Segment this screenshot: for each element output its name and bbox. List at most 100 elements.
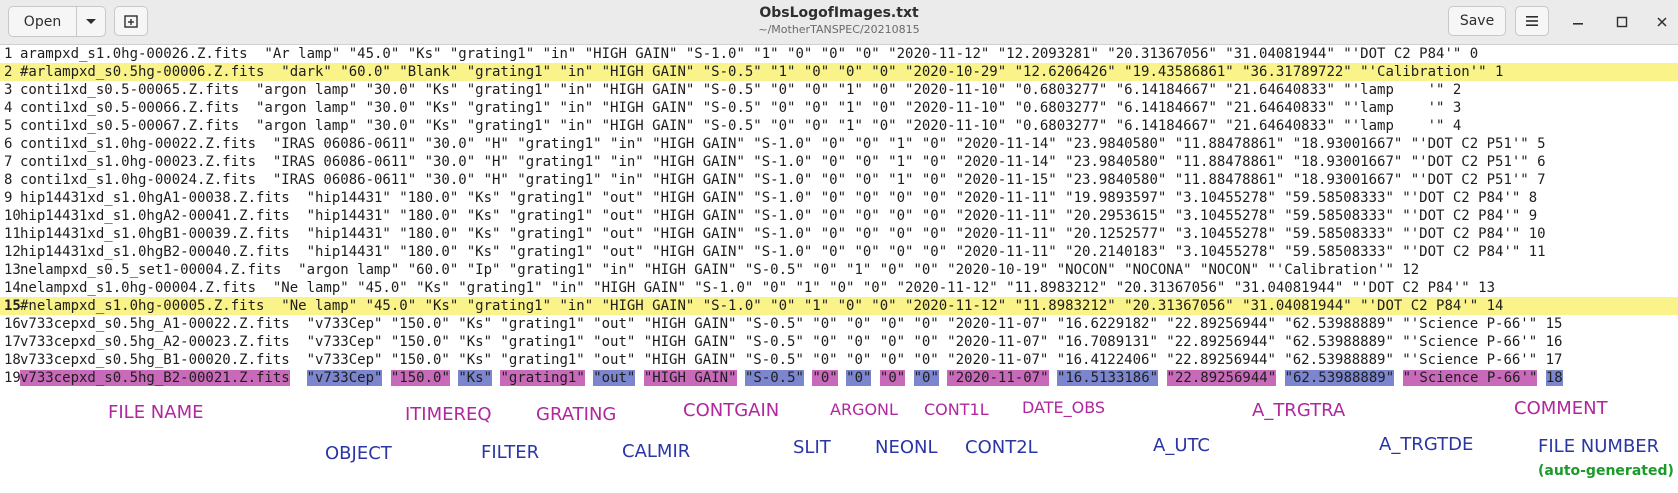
text-line[interactable]: 3 conti1xd_s0.5-00065.Z.fits "argon lamp"… (0, 81, 1678, 99)
field-separator[interactable] (1276, 370, 1284, 386)
text-line[interactable]: 6 conti1xd_s1.0hg-00022.Z.fits "IRAS 0608… (0, 135, 1678, 153)
field-separator[interactable] (871, 370, 879, 386)
text-line[interactable]: 17v733cepxd_s0.5hg_A2-00023.Z.fits "v733… (0, 333, 1678, 351)
text-line-colored-fields[interactable]: 19v733cepxd_s0.5hg_B2-00021.Z.fits "v733… (0, 369, 1678, 387)
label-a-trgtra: A_TRGTRA (1252, 400, 1346, 421)
field-highlight[interactable]: "0" (846, 370, 872, 386)
maximize-button[interactable] (1610, 10, 1634, 34)
field-highlight[interactable]: v733cepxd_s0.5hg_B2-00021.Z.fits (20, 370, 290, 386)
line-text[interactable]: #arlampxd_s0.5hg-00006.Z.fits "dark" "60… (20, 64, 1504, 80)
close-button[interactable] (1650, 10, 1674, 34)
field-separator[interactable] (382, 370, 390, 386)
line-number: 19 (4, 370, 21, 386)
field-separator[interactable] (1537, 370, 1545, 386)
text-line[interactable]: 10hip14431xd_s1.0hgA2-00041.Z.fits "hip1… (0, 207, 1678, 225)
text-line[interactable]: 9 hip14431xd_s1.0hgA1-00038.Z.fits "hip14… (0, 189, 1678, 207)
line-number: 13 (4, 262, 21, 278)
field-highlight[interactable]: "S-0.5" (744, 370, 804, 386)
field-separator[interactable] (290, 370, 307, 386)
text-line-highlighted-current[interactable]: 15#nelampxd_s1.0hg-00005.Z.fits "Ne lamp… (0, 297, 1678, 315)
line-number: 4 (4, 100, 13, 116)
label-a-utc: A_UTC (1153, 435, 1210, 456)
line-text[interactable]: hip14431xd_s1.0hgA2-00041.Z.fits "hip144… (20, 208, 1538, 224)
label-a-trgtde: A_TRGTDE (1379, 434, 1474, 455)
label-filter: FILTER (481, 442, 540, 463)
field-highlight[interactable]: "2020-11-07" (947, 370, 1049, 386)
field-highlight[interactable]: "16.5133186" (1056, 370, 1159, 386)
field-separator[interactable] (1049, 370, 1057, 386)
line-text[interactable]: #nelampxd_s1.0hg-00005.Z.fits "Ne lamp" … (20, 298, 1504, 314)
field-highlight[interactable]: "grating1" (500, 370, 585, 386)
save-button[interactable]: Save (1448, 6, 1506, 36)
new-tab-button[interactable] (114, 6, 148, 36)
open-button[interactable]: Open (9, 7, 77, 36)
text-line[interactable]: 11hip14431xd_s1.0hgB1-00039.Z.fits "hip1… (0, 225, 1678, 243)
text-line[interactable]: 18v733cepxd_s0.5hg_B1-00020.Z.fits "v733… (0, 351, 1678, 369)
line-number: 6 (4, 136, 13, 152)
menu-button[interactable] (1515, 6, 1549, 36)
field-separator[interactable] (1394, 370, 1402, 386)
line-text[interactable]: conti1xd_s1.0hg-00022.Z.fits "IRAS 06086… (20, 136, 1546, 152)
text-line[interactable]: 7 conti1xd_s1.0hg-00023.Z.fits "IRAS 0608… (0, 153, 1678, 171)
field-highlight[interactable]: "HIGH GAIN" (643, 370, 737, 386)
field-separator[interactable] (905, 370, 913, 386)
field-highlight[interactable]: "Ks" (458, 370, 493, 386)
line-text[interactable]: hip14431xd_s1.0hgB2-00040.Z.fits "hip144… (20, 244, 1546, 260)
text-line[interactable]: 5 conti1xd_s0.5-00067.Z.fits "argon lamp"… (0, 117, 1678, 135)
line-text[interactable]: nelampxd_s0.5_set1-00004.Z.fits "argon l… (20, 262, 1420, 278)
line-text[interactable]: conti1xd_s1.0hg-00023.Z.fits "IRAS 06086… (20, 154, 1546, 170)
field-highlight[interactable]: "v733Cep" (306, 370, 383, 386)
open-dropdown-button[interactable] (77, 7, 105, 36)
text-line[interactable]: 13nelampxd_s0.5_set1-00004.Z.fits "argon… (0, 261, 1678, 279)
field-separator[interactable] (838, 370, 846, 386)
line-text[interactable]: nelampxd_s1.0hg-00004.Z.fits "Ne lamp" "… (20, 280, 1496, 296)
field-highlight[interactable]: "62.53988889" (1284, 370, 1395, 386)
text-line[interactable]: 8 conti1xd_s1.0hg-00024.Z.fits "IRAS 0608… (0, 171, 1678, 189)
line-number: 11 (4, 226, 21, 242)
line-text[interactable]: v733cepxd_s0.5hg_A1-00022.Z.fits "v733Ce… (20, 316, 1563, 332)
line-text[interactable]: conti1xd_s0.5-00067.Z.fits "argon lamp" … (20, 118, 1462, 134)
text-line[interactable]: 14nelampxd_s1.0hg-00004.Z.fits "Ne lamp"… (0, 279, 1678, 297)
line-number: 10 (4, 208, 21, 224)
text-line[interactable]: 4 conti1xd_s0.5-00066.Z.fits "argon lamp"… (0, 99, 1678, 117)
line-text[interactable]: v733cepxd_s0.5hg_A2-00023.Z.fits "v733Ce… (20, 334, 1563, 350)
label-grating: GRATING (536, 404, 617, 425)
minimize-icon (1573, 23, 1583, 25)
close-icon (1657, 17, 1667, 27)
field-separator[interactable] (635, 370, 643, 386)
label-auto-generated: (auto-generated) (1538, 463, 1674, 479)
line-text[interactable]: conti1xd_s0.5-00066.Z.fits "argon lamp" … (20, 100, 1462, 116)
label-comment: COMMENT (1514, 398, 1608, 419)
line-number: 14 (4, 280, 21, 296)
text-line-highlighted[interactable]: 2 #arlampxd_s0.5hg-00006.Z.fits "dark" "6… (0, 63, 1678, 81)
field-highlight[interactable]: "0" (812, 370, 838, 386)
label-contgain: CONTGAIN (683, 400, 780, 421)
line-number: 9 (4, 190, 13, 206)
text-line[interactable]: 12hip14431xd_s1.0hgB2-00040.Z.fits "hip1… (0, 243, 1678, 261)
label-itimereq: ITIMEREQ (405, 404, 492, 425)
minimize-button[interactable] (1566, 10, 1590, 34)
text-line[interactable]: 16v733cepxd_s0.5hg_A1-00022.Z.fits "v733… (0, 315, 1678, 333)
field-separator[interactable] (737, 370, 745, 386)
field-separator[interactable] (585, 370, 593, 386)
window-title: ObsLogofImages.txt (759, 5, 919, 21)
field-highlight[interactable]: 18 (1545, 370, 1563, 386)
line-text[interactable]: hip14431xd_s1.0hgB1-00039.Z.fits "hip144… (20, 226, 1546, 242)
field-separator[interactable] (1158, 370, 1166, 386)
field-highlight[interactable]: "'Science P-66'" (1402, 370, 1538, 386)
line-text[interactable]: v733cepxd_s0.5hg_B1-00020.Z.fits "v733Ce… (20, 352, 1563, 368)
line-text[interactable]: conti1xd_s0.5-00065.Z.fits "argon lamp" … (20, 82, 1462, 98)
field-highlight[interactable]: "0" (879, 370, 906, 386)
line-text[interactable]: hip14431xd_s1.0hgA1-00038.Z.fits "hip144… (20, 190, 1538, 206)
field-highlight[interactable]: "150.0" (390, 370, 450, 386)
field-highlight[interactable]: "out" (593, 370, 636, 386)
line-number: 8 (4, 172, 13, 188)
maximize-icon (1616, 16, 1628, 28)
label-cont2l: CONT2L (965, 437, 1038, 458)
line-text[interactable]: arampxd_s1.0hg-00026.Z.fits "Ar lamp" "4… (20, 46, 1479, 62)
field-highlight[interactable]: "22.89256944" (1166, 370, 1277, 386)
field-highlight[interactable]: "0" (913, 370, 939, 386)
text-line[interactable]: 1 arampxd_s1.0hg-00026.Z.fits "Ar lamp" "… (0, 45, 1678, 63)
line-text[interactable]: conti1xd_s1.0hg-00024.Z.fits "IRAS 06086… (20, 172, 1546, 188)
open-button-group[interactable]: Open (8, 6, 106, 37)
